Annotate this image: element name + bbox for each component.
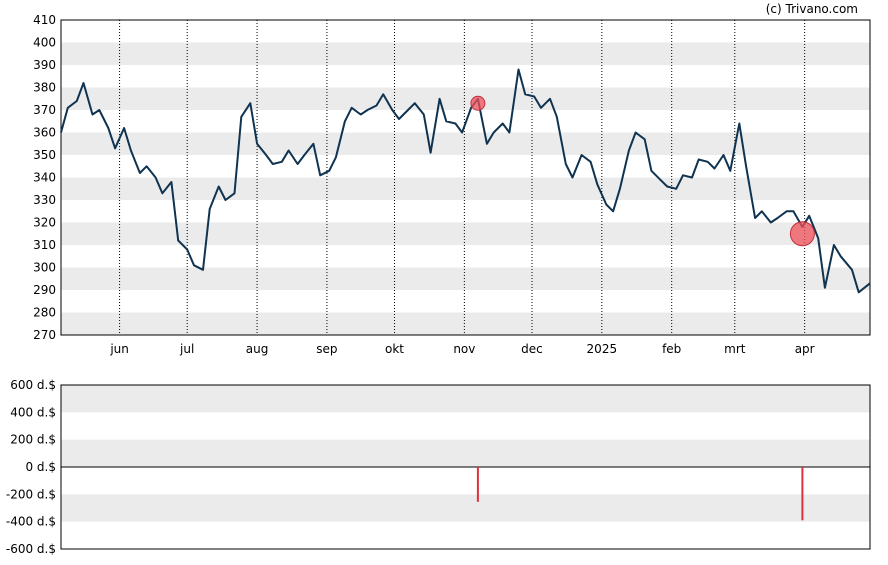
x-tick-label: jun [109,342,129,356]
y-tick-label: -200 d.$ [6,487,56,501]
trade-marker [789,221,815,247]
x-tick-label: apr [795,342,815,356]
y-tick-label: 200 d.$ [10,433,56,447]
x-tick-label: dec [521,342,543,356]
y-tick-label: 410 [33,13,56,27]
y-tick-label: 340 [33,171,56,185]
y-tick-label: 390 [33,58,56,72]
trade-marker [470,95,486,111]
x-tick-label: aug [246,342,269,356]
price-line [60,68,871,294]
y-tick-label: 400 d.$ [10,405,56,419]
y-tick-label: -600 d.$ [6,542,56,556]
plot-frame [60,19,871,336]
y-tick-label: 310 [33,238,56,252]
y-tick-label: 290 [33,283,56,297]
y-tick-label: 400 [33,36,56,50]
y-tick-label: 270 [33,328,56,342]
grid-band [61,267,870,290]
x-tick-label: jul [179,342,194,356]
y-tick-label: 300 [33,261,56,275]
x-tick-label: sep [316,342,337,356]
grid-band [61,177,870,200]
y-tick-label: 370 [33,103,56,117]
y-tick-label: -400 d.$ [6,515,56,529]
price-panel: jun jul aug sep okt nov dec 2025 feb mrt apr 270 280… [33,13,871,356]
grid-band [61,132,870,155]
y-tick-label: 600 d.$ [10,378,56,392]
volume-panel: -600 d.$ -400 d.$ -200 d.$ 0 d.$ 200 d.$ 400 … [6,378,871,556]
grid-band [61,222,870,245]
x-tick-label: nov [453,342,475,356]
y-tick-label: 0 d.$ [25,460,56,474]
x-tick-label: okt [385,342,404,356]
x-tick-label: feb [662,342,681,356]
y-tick-label: 330 [33,193,56,207]
y-tick-label: 360 [33,126,56,140]
grid-band [61,87,870,110]
y-tick-label: 380 [33,81,56,95]
y-tick-label: 280 [33,306,56,320]
y-tick-label: 350 [33,148,56,162]
grid-band [61,312,870,335]
grid-band [61,439,870,467]
grid-band [61,385,870,413]
y-tick-label: 320 [33,216,56,230]
grid-band [61,42,870,65]
grid-band [61,494,870,522]
x-tick-label: 2025 [587,342,618,356]
x-tick-label: mrt [724,342,746,356]
credit-label: (c) Trivano.com [766,2,858,16]
